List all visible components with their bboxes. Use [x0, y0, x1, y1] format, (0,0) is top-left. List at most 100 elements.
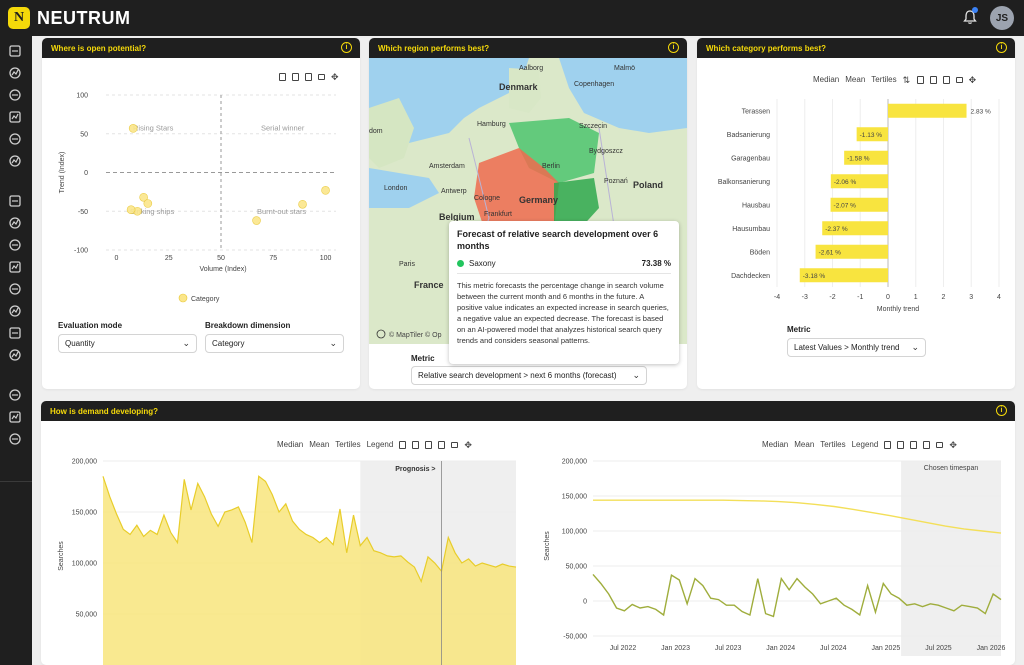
median-button[interactable]: Median [277, 440, 304, 449]
fullscreen-icon[interactable]: ✥ [331, 72, 339, 82]
quadrant-burnt-out-stars: Burnt-out stars [257, 207, 306, 216]
tooltip-description: This metric forecasts the percentage cha… [457, 281, 669, 345]
median-button[interactable]: Median [813, 75, 840, 84]
x-tick-label: 0 [886, 294, 890, 301]
chevron-down-icon: ⌄ [632, 370, 640, 380]
y-tick-label: 100 [76, 93, 88, 100]
arrows-icon[interactable] [8, 238, 22, 252]
download-icon[interactable] [910, 440, 918, 449]
map-label: Paris [399, 261, 415, 268]
users-icon[interactable] [8, 410, 22, 424]
evaluation-mode-select[interactable]: Quantity ⌄ [58, 334, 197, 353]
list-icon[interactable] [8, 216, 22, 230]
download-icon[interactable] [279, 73, 286, 81]
legend-button[interactable]: Legend [851, 440, 879, 449]
area-line [102, 475, 517, 584]
monitor-icon[interactable] [8, 194, 22, 208]
print-icon[interactable] [936, 441, 944, 448]
bar [799, 268, 888, 283]
info-icon[interactable]: i [341, 42, 352, 53]
legend-dot [457, 260, 464, 267]
chart-toolbar: Median Mean Tertiles ⇅ ✥ [813, 75, 977, 84]
legend-button[interactable]: Legend [366, 440, 394, 449]
mean-button[interactable]: Mean [845, 75, 866, 84]
wrench-icon[interactable] [8, 388, 22, 402]
chart-line-icon[interactable] [8, 44, 22, 58]
category-label: Böden [750, 249, 770, 256]
region-card-header: Which region performs best? i [369, 38, 687, 58]
chart-type-icon[interactable] [399, 440, 407, 449]
download-icon[interactable] [425, 440, 433, 449]
print-icon[interactable] [451, 441, 459, 448]
legend-marker [178, 293, 188, 303]
user-avatar[interactable]: JS [990, 6, 1014, 30]
demand-line-chart: Chosen timespan 200,000 150,000 100,000 50,0… [544, 459, 1006, 656]
y-tick-label: 50,000 [76, 612, 98, 619]
print-icon[interactable] [955, 76, 963, 83]
info-icon[interactable]: i [996, 42, 1007, 53]
info-icon[interactable]: i [996, 405, 1007, 416]
trend-icon[interactable] [8, 154, 22, 168]
export-image-icon[interactable] [292, 73, 299, 81]
zoom-icon[interactable] [412, 440, 420, 449]
y-axis-label: Trend (Index) [59, 152, 66, 194]
bar [888, 103, 967, 118]
play-icon[interactable] [8, 432, 22, 446]
export-csv-icon[interactable] [942, 75, 950, 84]
info-icon[interactable]: i [668, 42, 679, 53]
median-button[interactable]: Median [762, 440, 789, 449]
tertiles-button[interactable]: Tertiles [820, 440, 846, 449]
app-name: NEUTRUM [37, 8, 131, 28]
chart-toolbar: ✥ [279, 72, 339, 82]
search-chart-icon[interactable] [8, 132, 22, 146]
y-tick-label: -50,000 [563, 634, 587, 641]
fullscreen-icon[interactable]: ✥ [968, 74, 977, 85]
map-pin-icon[interactable] [8, 66, 22, 80]
x-tick-label: 50 [217, 255, 225, 262]
compass-icon[interactable] [8, 110, 22, 124]
category-metric-select[interactable]: Latest Values > Monthly trend ⌄ [787, 338, 926, 357]
map-sea-baltic [559, 58, 687, 133]
breakdown-dimension-label: Breakdown dimension [205, 321, 291, 330]
export-csv-icon[interactable] [305, 73, 312, 81]
potential-title: Where is open potential? [51, 44, 147, 53]
chart-type-icon[interactable] [884, 440, 892, 449]
mean-button[interactable]: Mean [794, 440, 815, 449]
export-image-icon[interactable] [929, 75, 937, 84]
export-csv-icon[interactable] [923, 440, 931, 449]
bar-value-label: -1.58 % [847, 155, 870, 162]
download-icon[interactable] [916, 75, 924, 84]
map-label: France [414, 280, 444, 290]
bar-value-label: 2.83 % [971, 108, 991, 115]
x-tick-label: 75 [269, 255, 277, 262]
zoom-icon[interactable] [897, 440, 905, 449]
print-icon[interactable] [318, 74, 325, 80]
logo-badge[interactable]: N [8, 7, 30, 29]
x-tick-label: Jan 2025 [871, 645, 900, 652]
tertiles-button[interactable]: Tertiles [335, 440, 361, 449]
briefcase-icon[interactable] [8, 348, 22, 362]
export-csv-icon[interactable] [438, 440, 446, 449]
mean-button[interactable]: Mean [309, 440, 330, 449]
region-metric-select[interactable]: Relative search development > next 6 mon… [411, 366, 647, 385]
breakdown-dimension-select[interactable]: Category ⌄ [205, 334, 344, 353]
category-metric-label: Metric [787, 325, 811, 334]
tertiles-button[interactable]: Tertiles [871, 75, 897, 84]
legend-label: Category [191, 296, 220, 303]
document-icon[interactable] [8, 282, 22, 296]
category-label: Badsanierung [727, 132, 770, 139]
y-tick-label: 50 [80, 131, 88, 138]
y-tick-label: 150,000 [562, 494, 587, 501]
fullscreen-icon[interactable]: ✥ [949, 439, 957, 450]
map-label: Bydgoszcz [589, 148, 623, 155]
x-tick-label: 3 [969, 294, 973, 301]
globe-icon[interactable] [8, 260, 22, 274]
sort-icon[interactable]: ⇅ [902, 74, 911, 85]
y-axis-label: Searches [58, 541, 65, 571]
fullscreen-icon[interactable]: ✥ [464, 439, 472, 450]
target-icon[interactable] [8, 88, 22, 102]
bar [822, 221, 888, 236]
ad-icon[interactable] [8, 304, 22, 318]
bar [830, 197, 888, 212]
target-small-icon[interactable] [8, 326, 22, 340]
